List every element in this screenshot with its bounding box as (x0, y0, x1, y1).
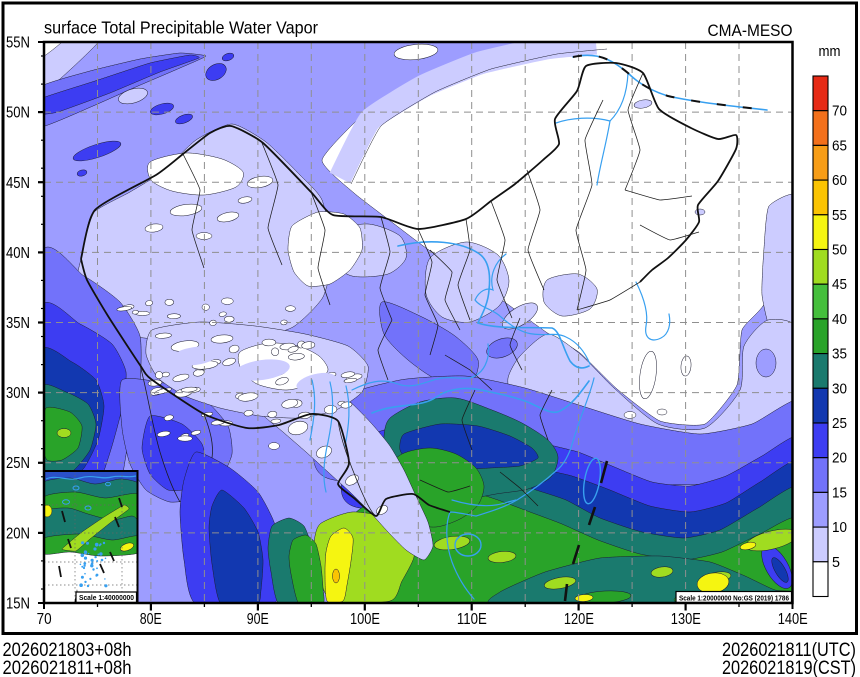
svg-text:130E: 130E (671, 611, 701, 628)
svg-text:80E: 80E (140, 611, 162, 628)
svg-text:CMA-MESO: CMA-MESO (708, 21, 793, 40)
svg-text:2026021803+08h: 2026021803+08h (3, 639, 132, 661)
svg-text:70: 70 (37, 611, 52, 628)
svg-text:35: 35 (832, 347, 847, 363)
svg-text:15: 15 (832, 485, 847, 501)
svg-text:15N: 15N (6, 596, 30, 613)
svg-text:60: 60 (832, 173, 847, 189)
svg-text:90E: 90E (247, 611, 269, 628)
svg-text:Scale 1:40000000: Scale 1:40000000 (79, 593, 134, 602)
svg-text:55N: 55N (6, 35, 30, 52)
svg-text:5: 5 (832, 555, 840, 571)
svg-text:30: 30 (832, 381, 847, 397)
svg-text:surface Total Precipitable Wat: surface Total Precipitable Water Vapor (44, 18, 318, 38)
svg-text:25N: 25N (6, 455, 30, 472)
svg-text:65: 65 (832, 138, 847, 154)
svg-text:20: 20 (832, 451, 847, 467)
svg-text:20N: 20N (6, 525, 30, 542)
svg-text:Scale 1:20000000 No:GS (2019): Scale 1:20000000 No:GS (2019) 1786 (679, 593, 789, 602)
svg-text:120E: 120E (564, 611, 594, 628)
svg-text:50N: 50N (6, 105, 30, 122)
svg-text:25: 25 (832, 416, 847, 432)
svg-text:40: 40 (832, 312, 847, 328)
svg-text:55: 55 (832, 208, 847, 224)
svg-text:110E: 110E (457, 611, 487, 628)
svg-text:2026021811+08h: 2026021811+08h (3, 657, 132, 677)
svg-text:10: 10 (832, 520, 847, 536)
svg-text:50: 50 (832, 243, 847, 259)
svg-text:mm: mm (819, 44, 841, 60)
svg-text:30N: 30N (6, 385, 30, 402)
svg-text:40N: 40N (6, 245, 30, 262)
svg-text:2026021811(UTC): 2026021811(UTC) (722, 639, 856, 661)
svg-text:100E: 100E (350, 611, 380, 628)
svg-text:45N: 45N (6, 175, 30, 192)
svg-text:45: 45 (832, 277, 847, 293)
svg-text:70: 70 (832, 104, 847, 120)
svg-text:35N: 35N (6, 315, 30, 332)
svg-text:140E: 140E (778, 611, 808, 628)
svg-text:2026021819(CST): 2026021819(CST) (722, 657, 856, 677)
